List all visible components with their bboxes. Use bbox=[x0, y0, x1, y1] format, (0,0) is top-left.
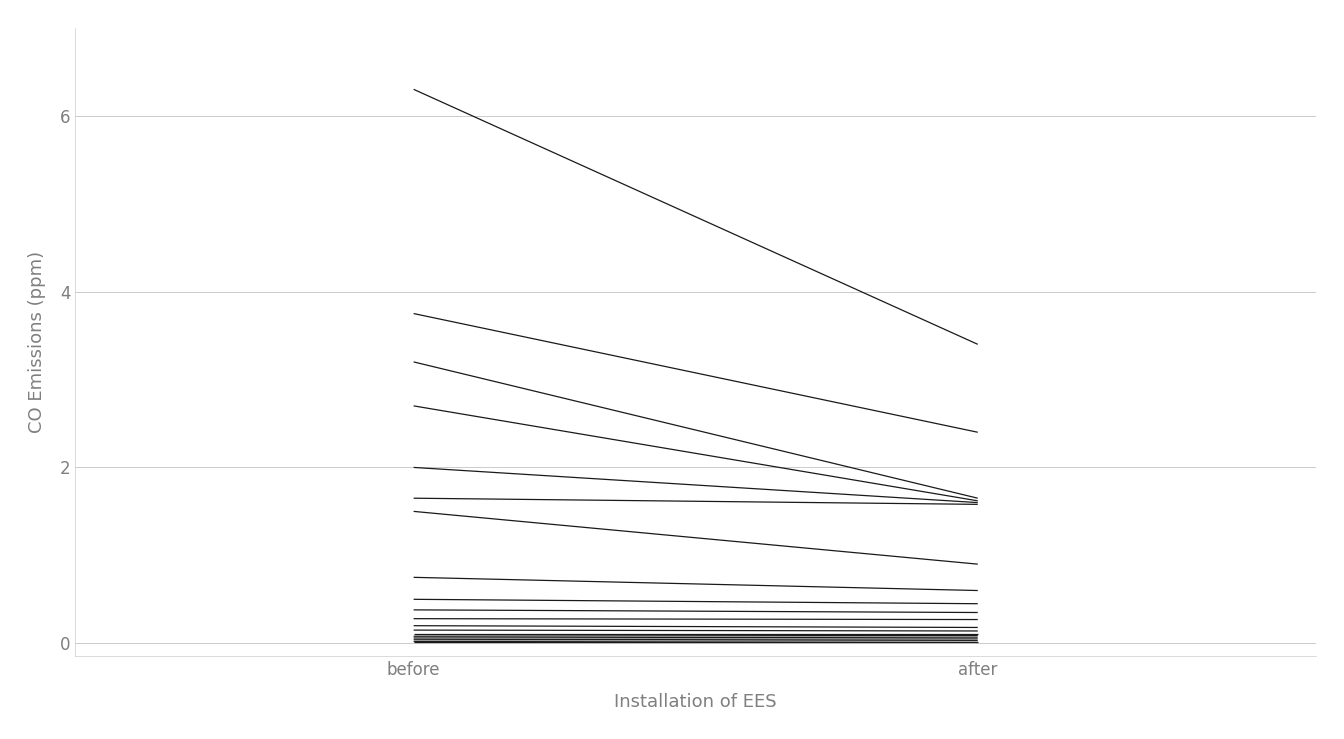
X-axis label: Installation of EES: Installation of EES bbox=[614, 693, 777, 711]
Y-axis label: CO Emissions (ppm): CO Emissions (ppm) bbox=[28, 251, 46, 433]
